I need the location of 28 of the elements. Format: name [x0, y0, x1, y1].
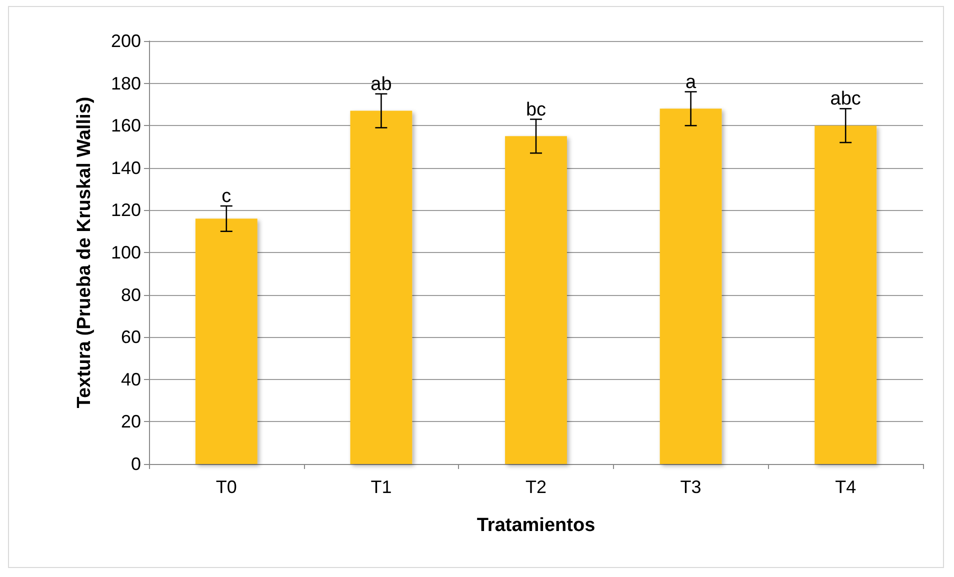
annotation: ab	[370, 74, 392, 95]
y-tick-label: 140	[110, 158, 141, 178]
x-tick-label: T0	[216, 477, 237, 497]
y-tick-label: 160	[110, 116, 141, 136]
y-axis-title: Textura (Prueba de Kruskal Wallis)	[74, 96, 95, 408]
bar	[350, 110, 412, 464]
x-tick-label: T3	[680, 477, 702, 497]
y-tick-label: 120	[110, 200, 141, 220]
annotation: c	[222, 186, 232, 207]
x-tick-label: T4	[835, 477, 856, 497]
y-tick-label: 40	[120, 369, 141, 390]
y-tick-label: 20	[120, 412, 141, 432]
y-tick-label: 80	[120, 284, 141, 305]
x-tick-label: T2	[525, 477, 547, 497]
bar	[505, 136, 567, 464]
annotation: abc	[830, 88, 861, 110]
bar	[195, 218, 258, 464]
x-axis-title: Tratamientos	[476, 515, 596, 536]
annotation: a	[686, 72, 697, 93]
y-tick-label: 180	[110, 73, 141, 94]
bar	[814, 126, 877, 464]
y-tick-label: 100	[110, 242, 141, 262]
y-tick-label: 60	[120, 327, 141, 348]
x-tick-label: T1	[370, 477, 392, 497]
annotation: bc	[526, 99, 546, 120]
y-tick-label: 0	[130, 454, 141, 474]
y-tick-label: 200	[110, 31, 141, 51]
bar	[660, 108, 722, 464]
